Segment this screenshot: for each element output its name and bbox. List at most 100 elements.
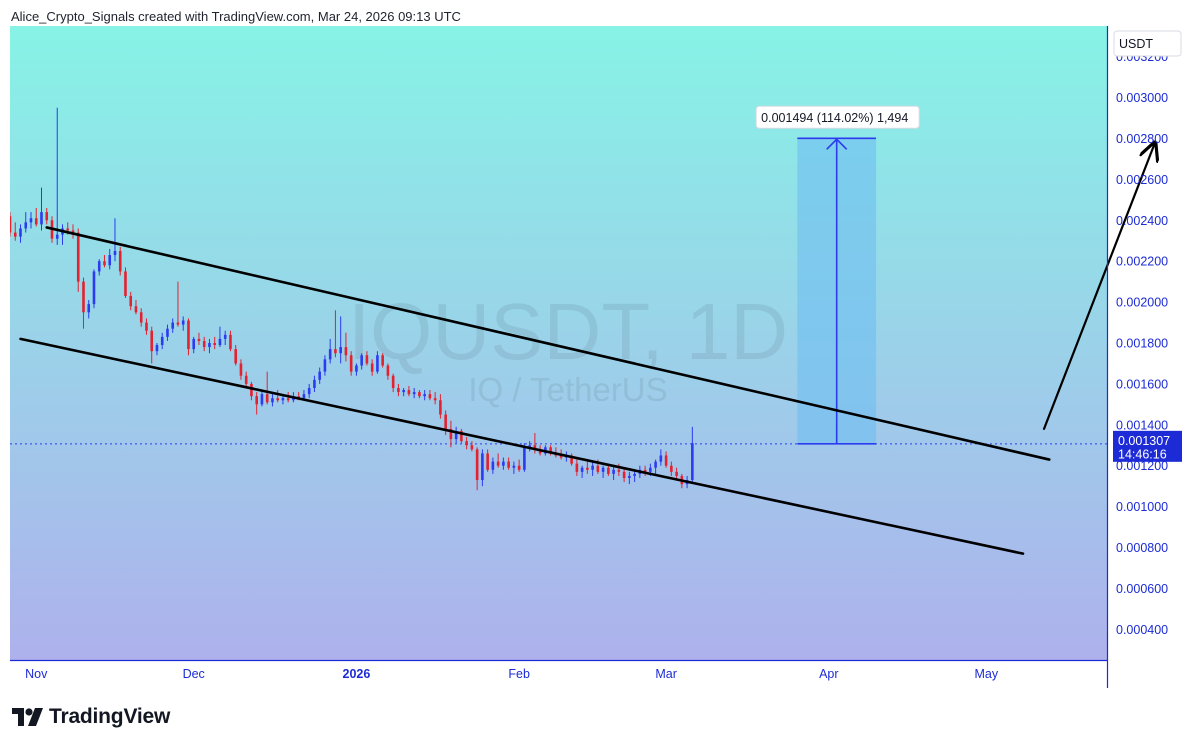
candle-body: [10, 216, 12, 233]
candle-body: [654, 461, 657, 468]
candle-body: [155, 345, 159, 352]
candle-body: [460, 430, 463, 442]
candle-body: [307, 387, 311, 395]
candle-body: [229, 334, 232, 350]
candle-body: [449, 428, 453, 440]
candle-body: [328, 349, 332, 360]
candle-body: [244, 375, 248, 384]
last-price-tag: 0.001307 14:46:16: [1113, 430, 1182, 462]
candle-body: [465, 441, 468, 446]
price-axis[interactable]: 0.0032000.0030000.0028000.0026000.002400…: [1116, 50, 1168, 637]
candle-body: [596, 465, 600, 472]
measure-arrow-head: [826, 138, 848, 150]
candle-body: [418, 392, 421, 397]
channel-upper-trendline[interactable]: [45, 226, 1051, 461]
measure-label: 0.001494 (114.02%) 1,494: [761, 111, 908, 125]
price-tick-label: 0.001400: [1116, 418, 1168, 432]
candle-body: [103, 261, 106, 266]
candle-body: [118, 250, 122, 272]
price-tick-label: 0.000400: [1116, 623, 1168, 637]
footer-branding[interactable]: TradingView: [12, 705, 170, 729]
candle-body: [24, 222, 28, 229]
candlestick-chart[interactable]: IQUSDT, 1D IQ / TetherUS 0.001494 (114.0…: [10, 26, 1190, 688]
candle-body: [496, 461, 500, 466]
candle-body: [523, 447, 526, 470]
tradingview-brand: TradingView: [49, 705, 171, 728]
time-axis[interactable]: Nov Dec 2026 Feb Mar Apr May: [25, 667, 999, 681]
watermark-description: IQ / TetherUS: [468, 371, 667, 408]
candle-body: [76, 232, 80, 282]
price-tick-label: 0.001800: [1116, 337, 1168, 351]
candle-body: [55, 234, 59, 239]
candle-body: [575, 463, 579, 472]
candle-body: [255, 396, 258, 405]
candle-body: [45, 212, 49, 221]
candle-body: [444, 414, 447, 429]
price-tick-label: 0.000800: [1116, 541, 1168, 555]
candle-body: [397, 387, 400, 393]
price-tick-label: 0.002800: [1116, 132, 1168, 146]
projection-arrow[interactable]: [1042, 145, 1154, 430]
candle-body: [197, 338, 201, 341]
candle-body: [323, 359, 327, 372]
candle-body: [82, 281, 85, 313]
candle-body: [276, 398, 279, 401]
candle-body: [622, 471, 626, 478]
time-tick-label: May: [974, 667, 998, 681]
candle-body: [507, 461, 510, 468]
candle-body: [192, 338, 196, 350]
chart-area[interactable]: IQUSDT, 1D IQ / TetherUS 0.001494 (114.0…: [10, 26, 1190, 688]
candle-body: [412, 392, 416, 395]
last-price-value: 0.001307: [1118, 434, 1170, 448]
candle-body: [187, 320, 190, 350]
price-tick-label: 0.000600: [1116, 582, 1168, 596]
candle-body: [181, 320, 185, 325]
candle-body: [281, 398, 285, 401]
time-tick-label: Dec: [183, 667, 205, 681]
candle-body: [265, 394, 269, 403]
candle-body: [659, 455, 663, 462]
watermark-symbol: IQUSDT, 1D: [348, 287, 788, 376]
candle-body: [349, 355, 353, 372]
candle-body: [428, 394, 432, 399]
candle-body: [643, 469, 647, 472]
drawings[interactable]: [19, 145, 1154, 555]
candle-body: [87, 304, 91, 313]
candle-body: [150, 330, 154, 352]
candle-body: [218, 338, 222, 346]
candle-body: [318, 371, 321, 380]
candle-body: [591, 465, 594, 470]
candle-body: [607, 467, 610, 474]
channel-lower-trendline[interactable]: [19, 337, 1025, 555]
candle-body: [475, 449, 479, 481]
candle-body: [213, 343, 217, 346]
candle-body: [386, 365, 390, 376]
candle-body: [454, 430, 458, 440]
candle-body: [586, 467, 589, 470]
candle-body: [34, 218, 38, 225]
price-tick-label: 0.001200: [1116, 459, 1168, 473]
candle-body: [423, 394, 426, 397]
candle-body: [402, 390, 405, 393]
candle-body: [649, 467, 652, 472]
candle-body: [433, 398, 437, 401]
candles: [10, 107, 694, 491]
candle-body: [617, 469, 621, 472]
candle-body: [407, 390, 411, 395]
candle-body: [71, 230, 75, 233]
candle-body: [481, 453, 484, 481]
price-tick-label: 0.002600: [1116, 173, 1168, 187]
measure-tool[interactable]: 0.001494 (114.02%) 1,494: [755, 105, 920, 445]
time-tick-label: Mar: [655, 667, 677, 681]
candle-body: [202, 340, 206, 348]
price-tick-label: 0.001600: [1116, 377, 1168, 391]
time-tick-label: 2026: [343, 667, 371, 681]
candle-body: [166, 328, 169, 337]
candle-body: [250, 383, 253, 397]
candle-body: [139, 312, 143, 323]
candle-body: [376, 355, 379, 372]
candle-body: [129, 295, 133, 307]
candle-body: [13, 232, 17, 237]
candle-body: [234, 349, 237, 364]
time-tick-label: Apr: [819, 667, 838, 681]
